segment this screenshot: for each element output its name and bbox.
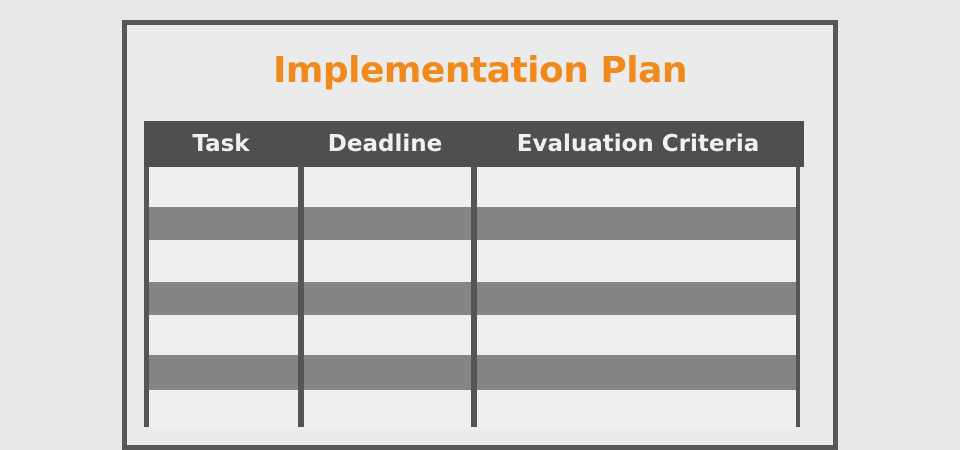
column-header-evaluation-criteria: Evaluation Criteria	[516, 131, 760, 157]
table-body	[144, 167, 800, 430]
column-divider	[471, 167, 477, 427]
page-title: Implementation Plan	[272, 50, 688, 91]
column-header-task: Task	[192, 131, 250, 157]
table-header: Task Deadline Evaluation Criteria	[144, 121, 804, 167]
implementation-plan-table: Task Deadline Evaluation Criteria	[144, 121, 804, 430]
column-header-deadline: Deadline	[327, 131, 443, 157]
column-divider	[298, 167, 304, 427]
